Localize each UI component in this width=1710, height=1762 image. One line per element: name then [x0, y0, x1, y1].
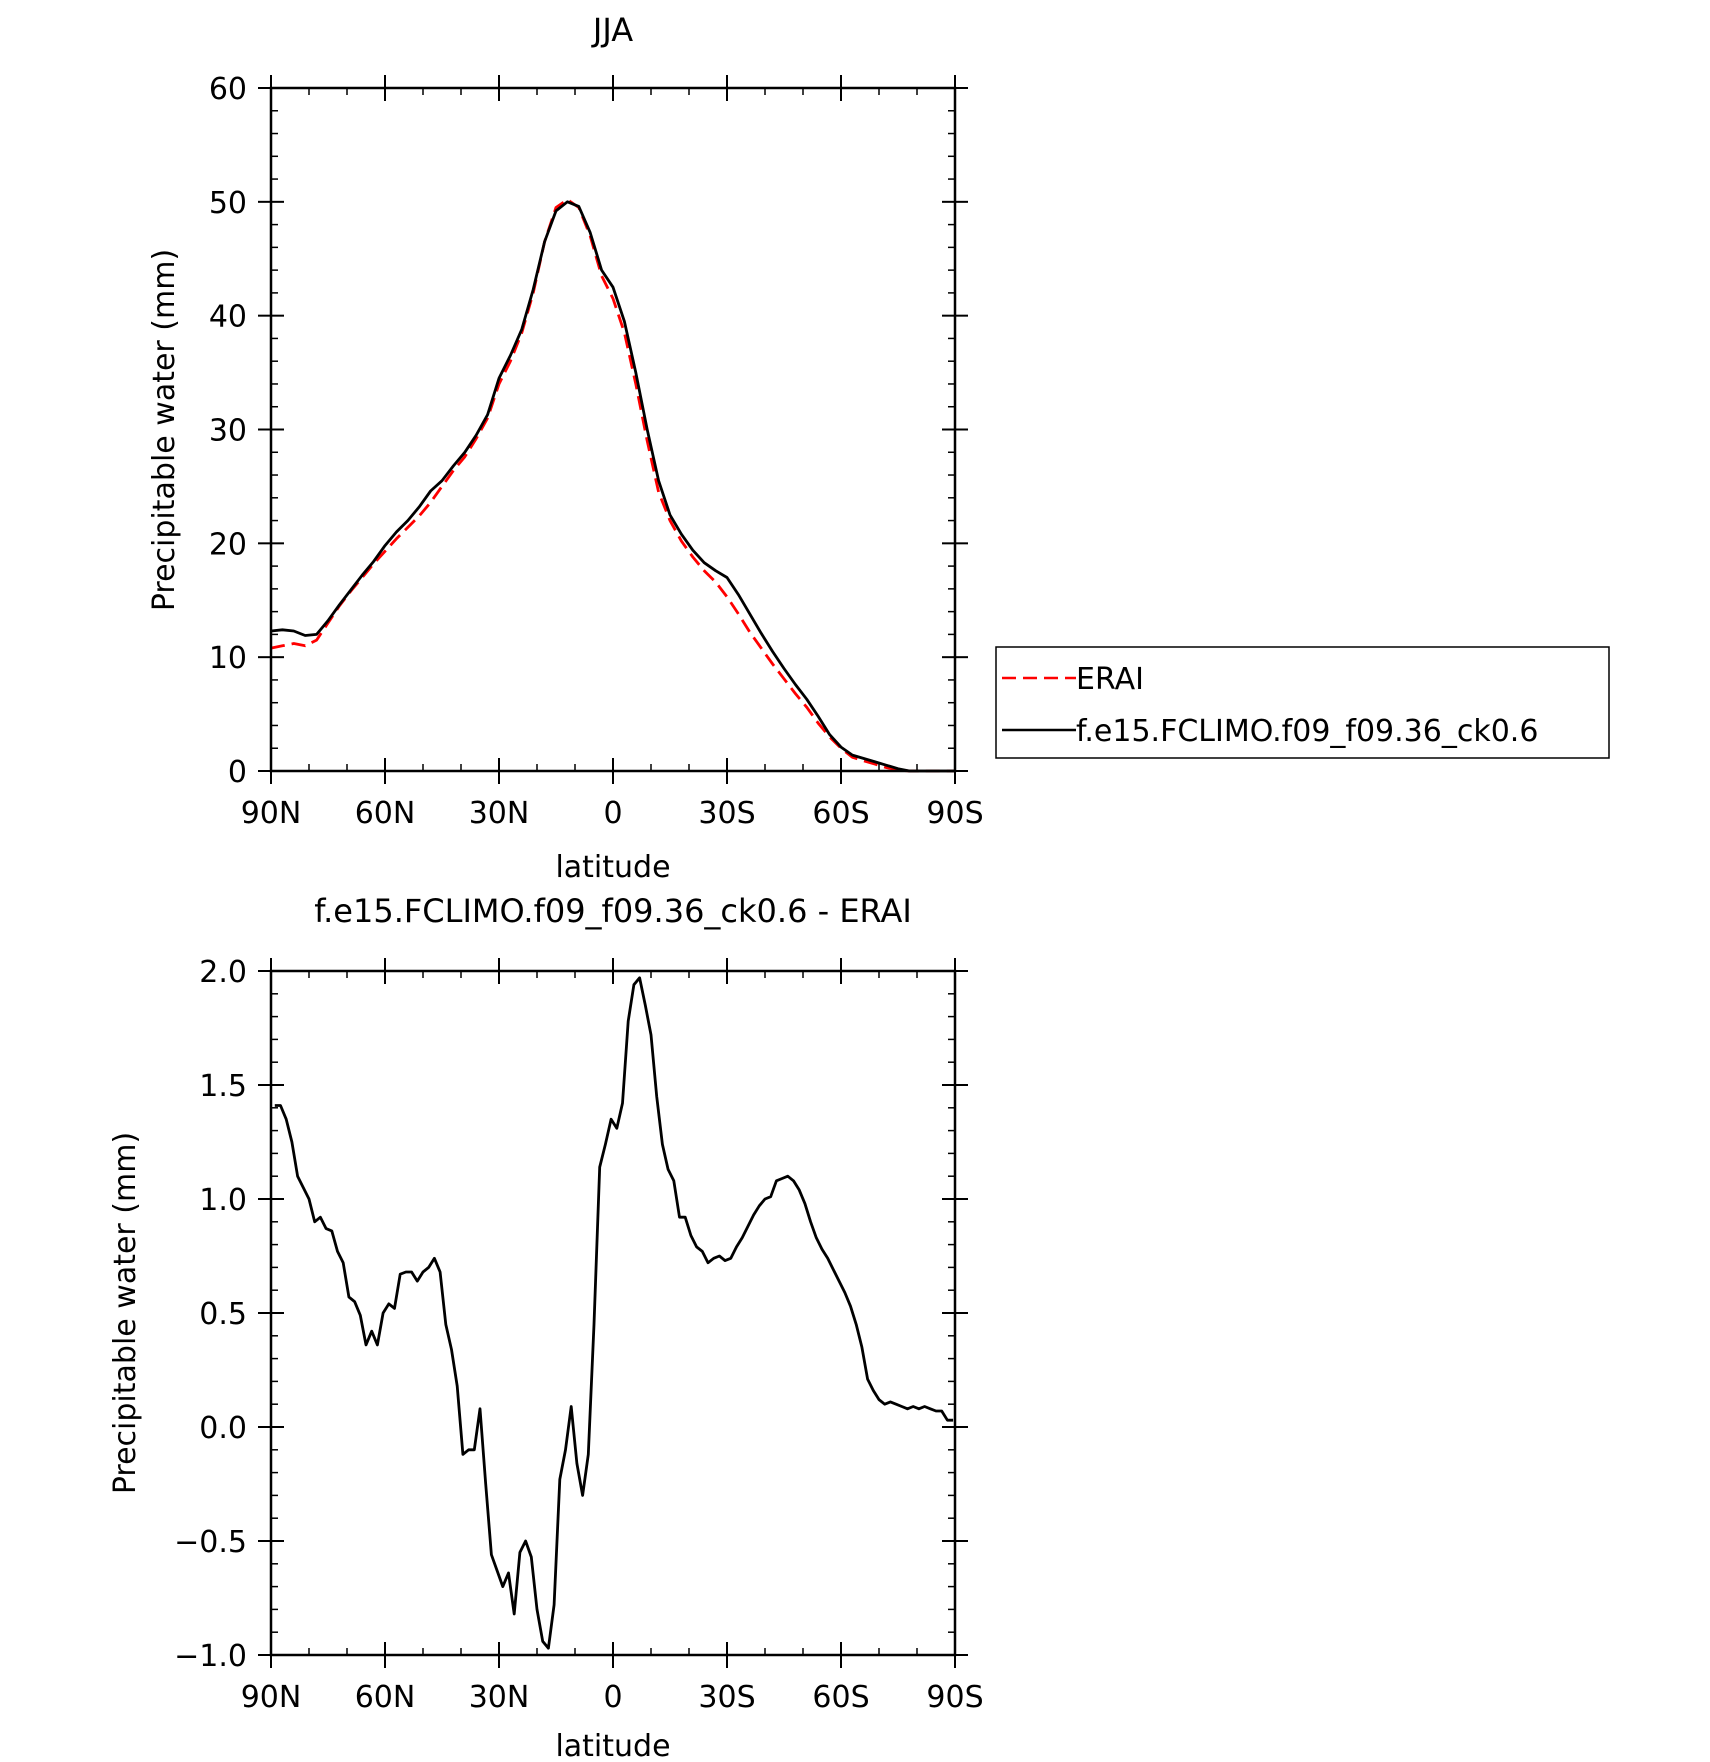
x-tick-label: 90S: [926, 796, 983, 831]
panel-bottom: f.e15.FCLIMO.f09_f09.36_ck0.6 - ERAI 90N…: [108, 892, 984, 1762]
chart-title: f.e15.FCLIMO.f09_f09.36_ck0.6 - ERAI: [314, 892, 912, 930]
x-tick-label: 0: [603, 1680, 622, 1715]
y-tick-label: 10: [209, 641, 247, 676]
y-tick-label: 60: [209, 72, 247, 107]
y-tick-label: 1.5: [199, 1069, 247, 1104]
x-tick-label: 90N: [241, 796, 302, 831]
x-tick-label: 60N: [355, 796, 416, 831]
legend-box: [995, 646, 1610, 759]
x-tick-label: 30N: [469, 796, 530, 831]
plot-frame: [269, 86, 957, 773]
panel-top: JJA 90N 60N 30N 0 30S 60S 90S 0 10 20 30 40 50 60 lat…: [147, 11, 984, 885]
x-axis-label: latitude: [555, 850, 670, 885]
y-tick-label: 2.0: [199, 955, 247, 990]
y-tick-label: −0.5: [174, 1525, 247, 1560]
series-line-2: [270, 200, 955, 773]
x-tick-label: 90S: [926, 1680, 983, 1715]
series-layer: [274, 976, 954, 1650]
y-tick-label: 40: [209, 300, 247, 335]
y-tick-label: 0.5: [199, 1297, 247, 1332]
series-line-1: [270, 198, 955, 773]
y-tick-label: 1.0: [199, 1183, 247, 1218]
x-tick-label: 60S: [812, 1680, 869, 1715]
x-tick-label: 0: [603, 796, 622, 831]
chart-title: JJA: [591, 11, 633, 49]
legend-label-model: f.e15.FCLIMO.f09_f09.36_ck0.6: [1076, 714, 1538, 749]
tick-layer: 90N 60N 30N 0 30S 60S 90S −1.0 −0.5 0.0 0.5 1.0 1.5 2…: [174, 955, 983, 1715]
x-tick-label: 60N: [355, 1680, 416, 1715]
x-tick-label: 30S: [698, 1680, 755, 1715]
x-axis-label: latitude: [555, 1729, 670, 1762]
y-tick-label: −1.0: [174, 1639, 247, 1674]
x-tick-label: 90N: [241, 1680, 302, 1715]
x-tick-label: 60S: [812, 796, 869, 831]
legend-label-erai: ERAI: [1076, 662, 1144, 697]
x-tick-label: 30S: [698, 796, 755, 831]
series-layer: [270, 198, 955, 773]
series-line-1: [274, 976, 954, 1650]
y-axis-label: Precipitable water (mm): [108, 1132, 143, 1494]
y-axis-label: Precipitable water (mm): [147, 249, 182, 611]
legend: ERAI f.e15.FCLIMO.f09_f09.36_ck0.6: [995, 646, 1610, 759]
tick-layer: 90N 60N 30N 0 30S 60S 90S 0 10 20 30 40 50 60: [209, 72, 984, 831]
y-tick-label: 30: [209, 414, 247, 449]
y-tick-label: 50: [209, 186, 247, 221]
y-tick-label: 0: [228, 755, 247, 790]
x-tick-label: 30N: [469, 1680, 530, 1715]
y-tick-label: 0.0: [199, 1411, 247, 1446]
y-tick-label: 20: [209, 527, 247, 562]
